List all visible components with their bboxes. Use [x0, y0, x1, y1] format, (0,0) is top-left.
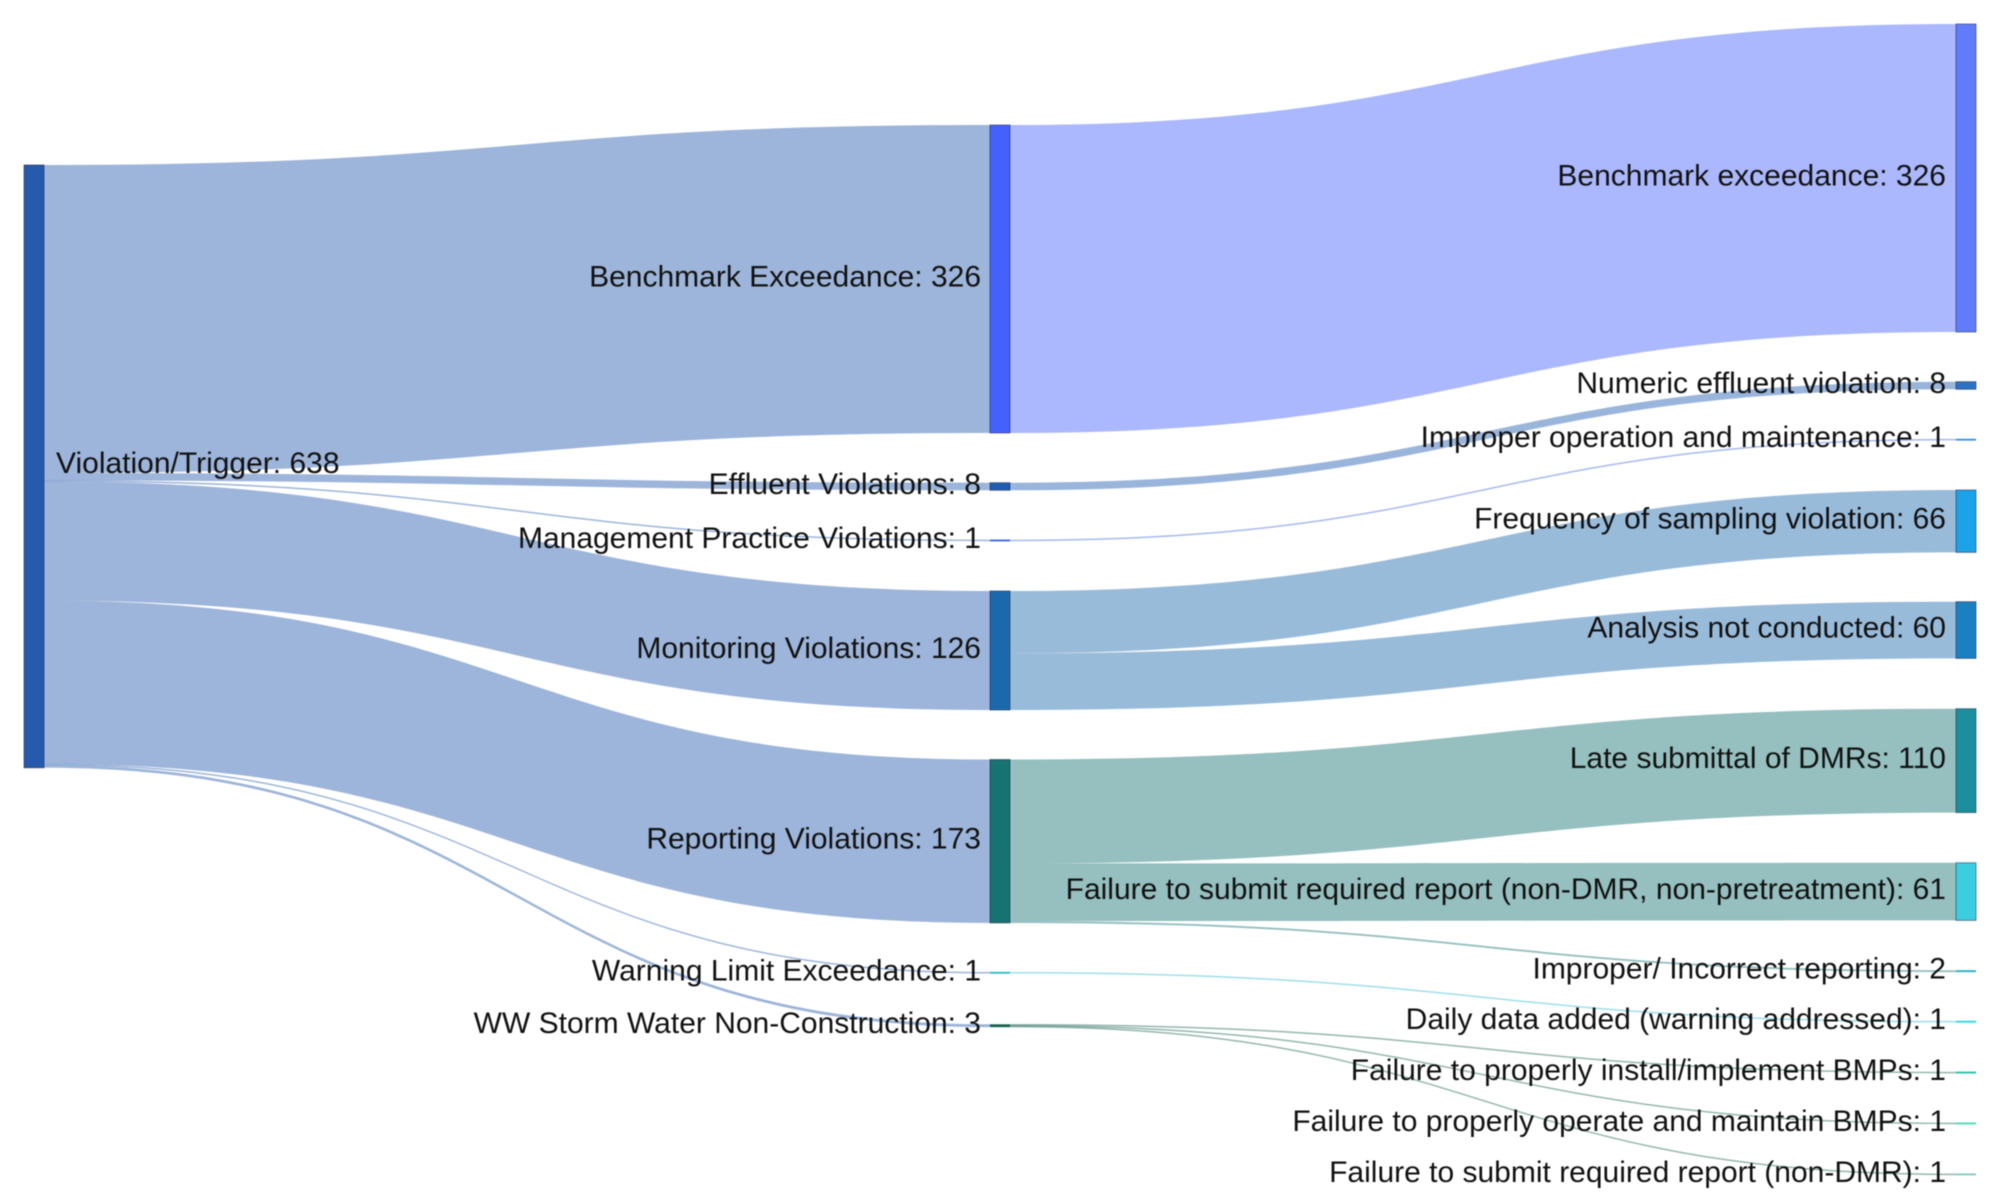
- svg-text:Effluent Violations: 8: Effluent Violations: 8: [709, 468, 981, 501]
- svg-text:Violation/Trigger: 638: Violation/Trigger: 638: [56, 447, 340, 480]
- svg-text:Daily data added (warning addr: Daily data added (warning addressed): 1: [1406, 1003, 1946, 1036]
- svg-text:Failure to properly install/im: Failure to properly install/implement BM…: [1351, 1054, 1946, 1087]
- svg-text:Analysis not conducted: 60: Analysis not conducted: 60: [1587, 612, 1946, 645]
- svg-text:Frequency of sampling violatio: Frequency of sampling violation: 66: [1474, 503, 1946, 536]
- svg-text:Benchmark Exceedance: 326: Benchmark Exceedance: 326: [589, 261, 981, 294]
- svg-text:Late submittal of DMRs: 110: Late submittal of DMRs: 110: [1570, 742, 1946, 775]
- svg-text:WW Storm Water Non-Constructio: WW Storm Water Non-Construction: 3: [474, 1007, 981, 1040]
- svg-text:Numeric effluent violation: 8: Numeric effluent violation: 8: [1576, 367, 1946, 400]
- svg-text:Management Practice Violations: Management Practice Violations: 1: [518, 522, 981, 555]
- svg-text:Warning Limit Exceedance: 1: Warning Limit Exceedance: 1: [592, 954, 981, 987]
- svg-text:Monitoring Violations: 126: Monitoring Violations: 126: [636, 632, 981, 665]
- svg-text:Improper/ Incorrect reporting:: Improper/ Incorrect reporting: 2: [1532, 953, 1946, 986]
- svg-text:Reporting Violations: 173: Reporting Violations: 173: [646, 823, 981, 856]
- svg-text:Benchmark exceedance: 326: Benchmark exceedance: 326: [1557, 160, 1946, 193]
- svg-text:Improper operation and mainten: Improper operation and maintenance: 1: [1421, 421, 1946, 454]
- svg-text:Failure to submit required rep: Failure to submit required report (non-D…: [1066, 873, 1946, 906]
- svg-text:Failure to properly operate an: Failure to properly operate and maintain…: [1292, 1105, 1946, 1138]
- svg-text:Failure to submit required rep: Failure to submit required report (non-D…: [1329, 1156, 1946, 1189]
